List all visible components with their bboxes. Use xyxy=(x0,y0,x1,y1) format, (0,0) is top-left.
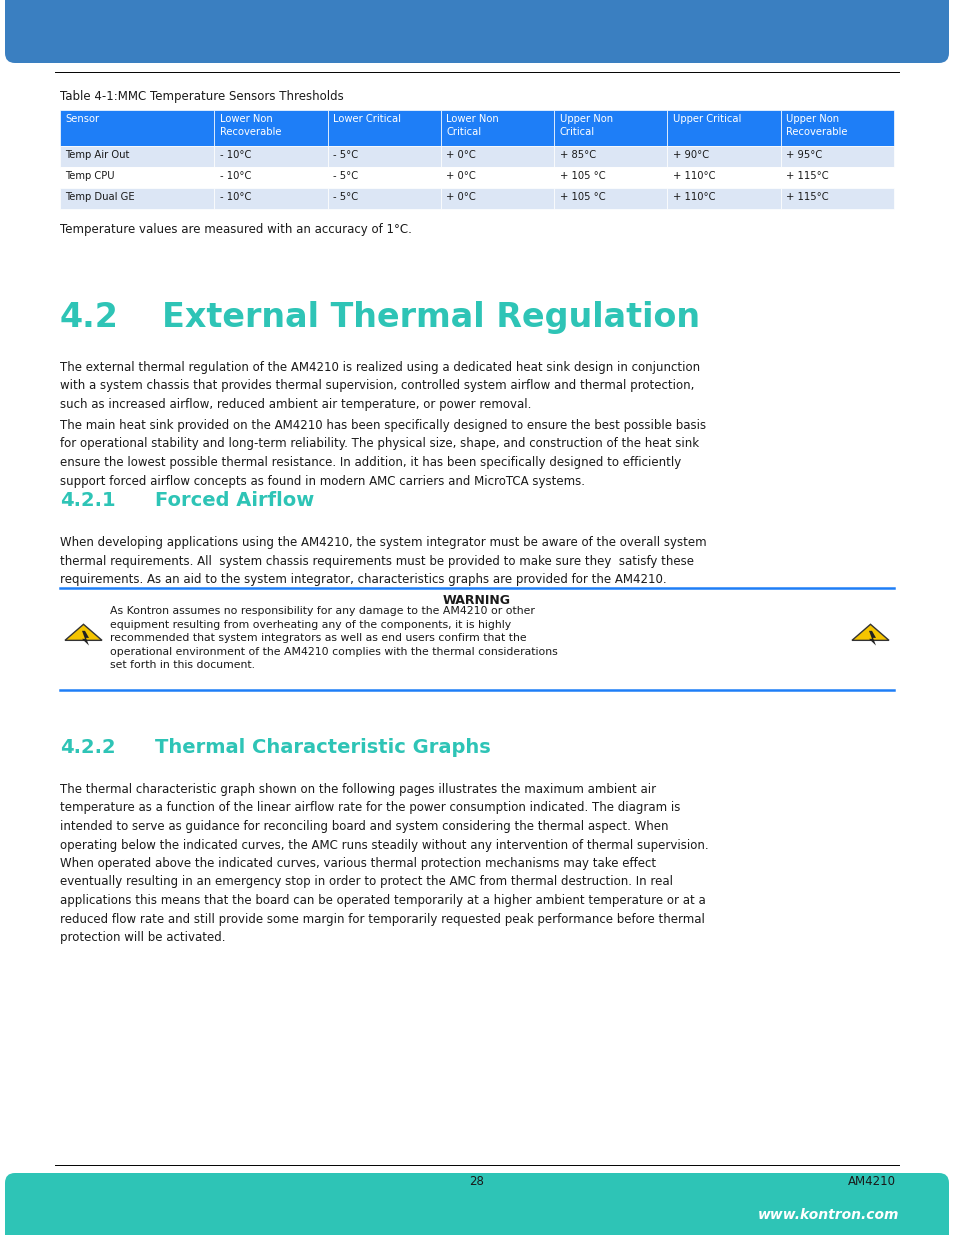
Text: + 0°C: + 0°C xyxy=(446,170,476,180)
Bar xyxy=(328,188,440,209)
Text: Temp Dual GE: Temp Dual GE xyxy=(66,191,135,201)
Text: - 10°C: - 10°C xyxy=(220,191,251,201)
Bar xyxy=(214,146,328,167)
Text: + 0°C: + 0°C xyxy=(446,191,476,201)
Bar xyxy=(440,146,554,167)
Bar xyxy=(60,110,214,146)
Bar xyxy=(60,188,214,209)
Text: 4.2.2: 4.2.2 xyxy=(60,739,115,757)
Text: + 85°C: + 85°C xyxy=(559,149,596,159)
Text: - 10°C: - 10°C xyxy=(220,170,251,180)
Text: Upper Critical: Upper Critical xyxy=(672,115,740,125)
Bar xyxy=(667,110,780,146)
Text: Sensor: Sensor xyxy=(66,115,99,125)
Text: + 90°C: + 90°C xyxy=(672,149,708,159)
Bar xyxy=(440,188,554,209)
Text: The main heat sink provided on the AM4210 has been specifically designed to ensu: The main heat sink provided on the AM421… xyxy=(60,419,705,488)
Bar xyxy=(780,167,893,188)
Text: When developing applications using the AM4210, the system integrator must be awa: When developing applications using the A… xyxy=(60,536,706,585)
Text: Upper Non
Recoverable: Upper Non Recoverable xyxy=(785,115,847,137)
Polygon shape xyxy=(868,631,875,646)
Bar xyxy=(554,146,667,167)
Bar xyxy=(214,110,328,146)
Text: + 105 °C: + 105 °C xyxy=(559,170,605,180)
Text: - 5°C: - 5°C xyxy=(333,149,358,159)
Text: - 5°C: - 5°C xyxy=(333,170,358,180)
Bar xyxy=(780,110,893,146)
Text: www.kontron.com: www.kontron.com xyxy=(757,1208,898,1221)
Bar xyxy=(667,188,780,209)
Text: - 10°C: - 10°C xyxy=(220,149,251,159)
Text: Temp CPU: Temp CPU xyxy=(66,170,115,180)
Bar xyxy=(440,110,554,146)
Bar xyxy=(328,146,440,167)
Polygon shape xyxy=(82,631,89,646)
Text: + 0°C: + 0°C xyxy=(446,149,476,159)
Text: Upper Non
Critical: Upper Non Critical xyxy=(559,115,612,137)
Text: The external thermal regulation of the AM4210 is realized using a dedicated heat: The external thermal regulation of the A… xyxy=(60,361,700,411)
FancyBboxPatch shape xyxy=(5,1173,948,1235)
Bar xyxy=(667,167,780,188)
Text: Temperature values are measured with an accuracy of 1°C.: Temperature values are measured with an … xyxy=(60,224,412,236)
Text: + 115°C: + 115°C xyxy=(785,170,828,180)
Text: Thermal Characteristic Graphs: Thermal Characteristic Graphs xyxy=(154,739,490,757)
FancyBboxPatch shape xyxy=(5,0,948,63)
Text: + 110°C: + 110°C xyxy=(672,170,715,180)
Text: As Kontron assumes no responsibility for any damage to the AM4210 or other
equip: As Kontron assumes no responsibility for… xyxy=(110,606,558,671)
Bar xyxy=(780,146,893,167)
Text: + 115°C: + 115°C xyxy=(785,191,828,201)
Text: WARNING: WARNING xyxy=(442,594,511,606)
Bar xyxy=(780,188,893,209)
Bar xyxy=(440,167,554,188)
Text: - 5°C: - 5°C xyxy=(333,191,358,201)
Bar xyxy=(328,110,440,146)
Bar xyxy=(60,167,214,188)
Text: The thermal characteristic graph shown on the following pages illustrates the ma: The thermal characteristic graph shown o… xyxy=(60,783,708,944)
Text: Forced Airflow: Forced Airflow xyxy=(154,492,314,510)
Text: + 110°C: + 110°C xyxy=(672,191,715,201)
Text: Table 4-1:MMC Temperature Sensors Thresholds: Table 4-1:MMC Temperature Sensors Thresh… xyxy=(60,90,343,103)
Bar xyxy=(554,167,667,188)
Bar xyxy=(328,167,440,188)
Polygon shape xyxy=(65,625,102,640)
Text: + 105 °C: + 105 °C xyxy=(559,191,605,201)
Text: Lower Non
Recoverable: Lower Non Recoverable xyxy=(220,115,281,137)
Bar xyxy=(60,146,214,167)
Polygon shape xyxy=(851,625,888,640)
Text: Lower Non
Critical: Lower Non Critical xyxy=(446,115,498,137)
Text: Lower Critical: Lower Critical xyxy=(333,115,401,125)
Text: 4.2.1: 4.2.1 xyxy=(60,492,115,510)
Text: Temp Air Out: Temp Air Out xyxy=(66,149,130,159)
Bar xyxy=(667,146,780,167)
Text: AM4210: AM4210 xyxy=(847,1174,895,1188)
Bar xyxy=(554,188,667,209)
Text: External Thermal Regulation: External Thermal Regulation xyxy=(162,301,700,333)
Bar xyxy=(554,110,667,146)
Text: 4.2: 4.2 xyxy=(60,301,119,333)
Text: + 95°C: + 95°C xyxy=(785,149,821,159)
Text: 28: 28 xyxy=(469,1174,484,1188)
Bar xyxy=(214,188,328,209)
Bar xyxy=(214,167,328,188)
